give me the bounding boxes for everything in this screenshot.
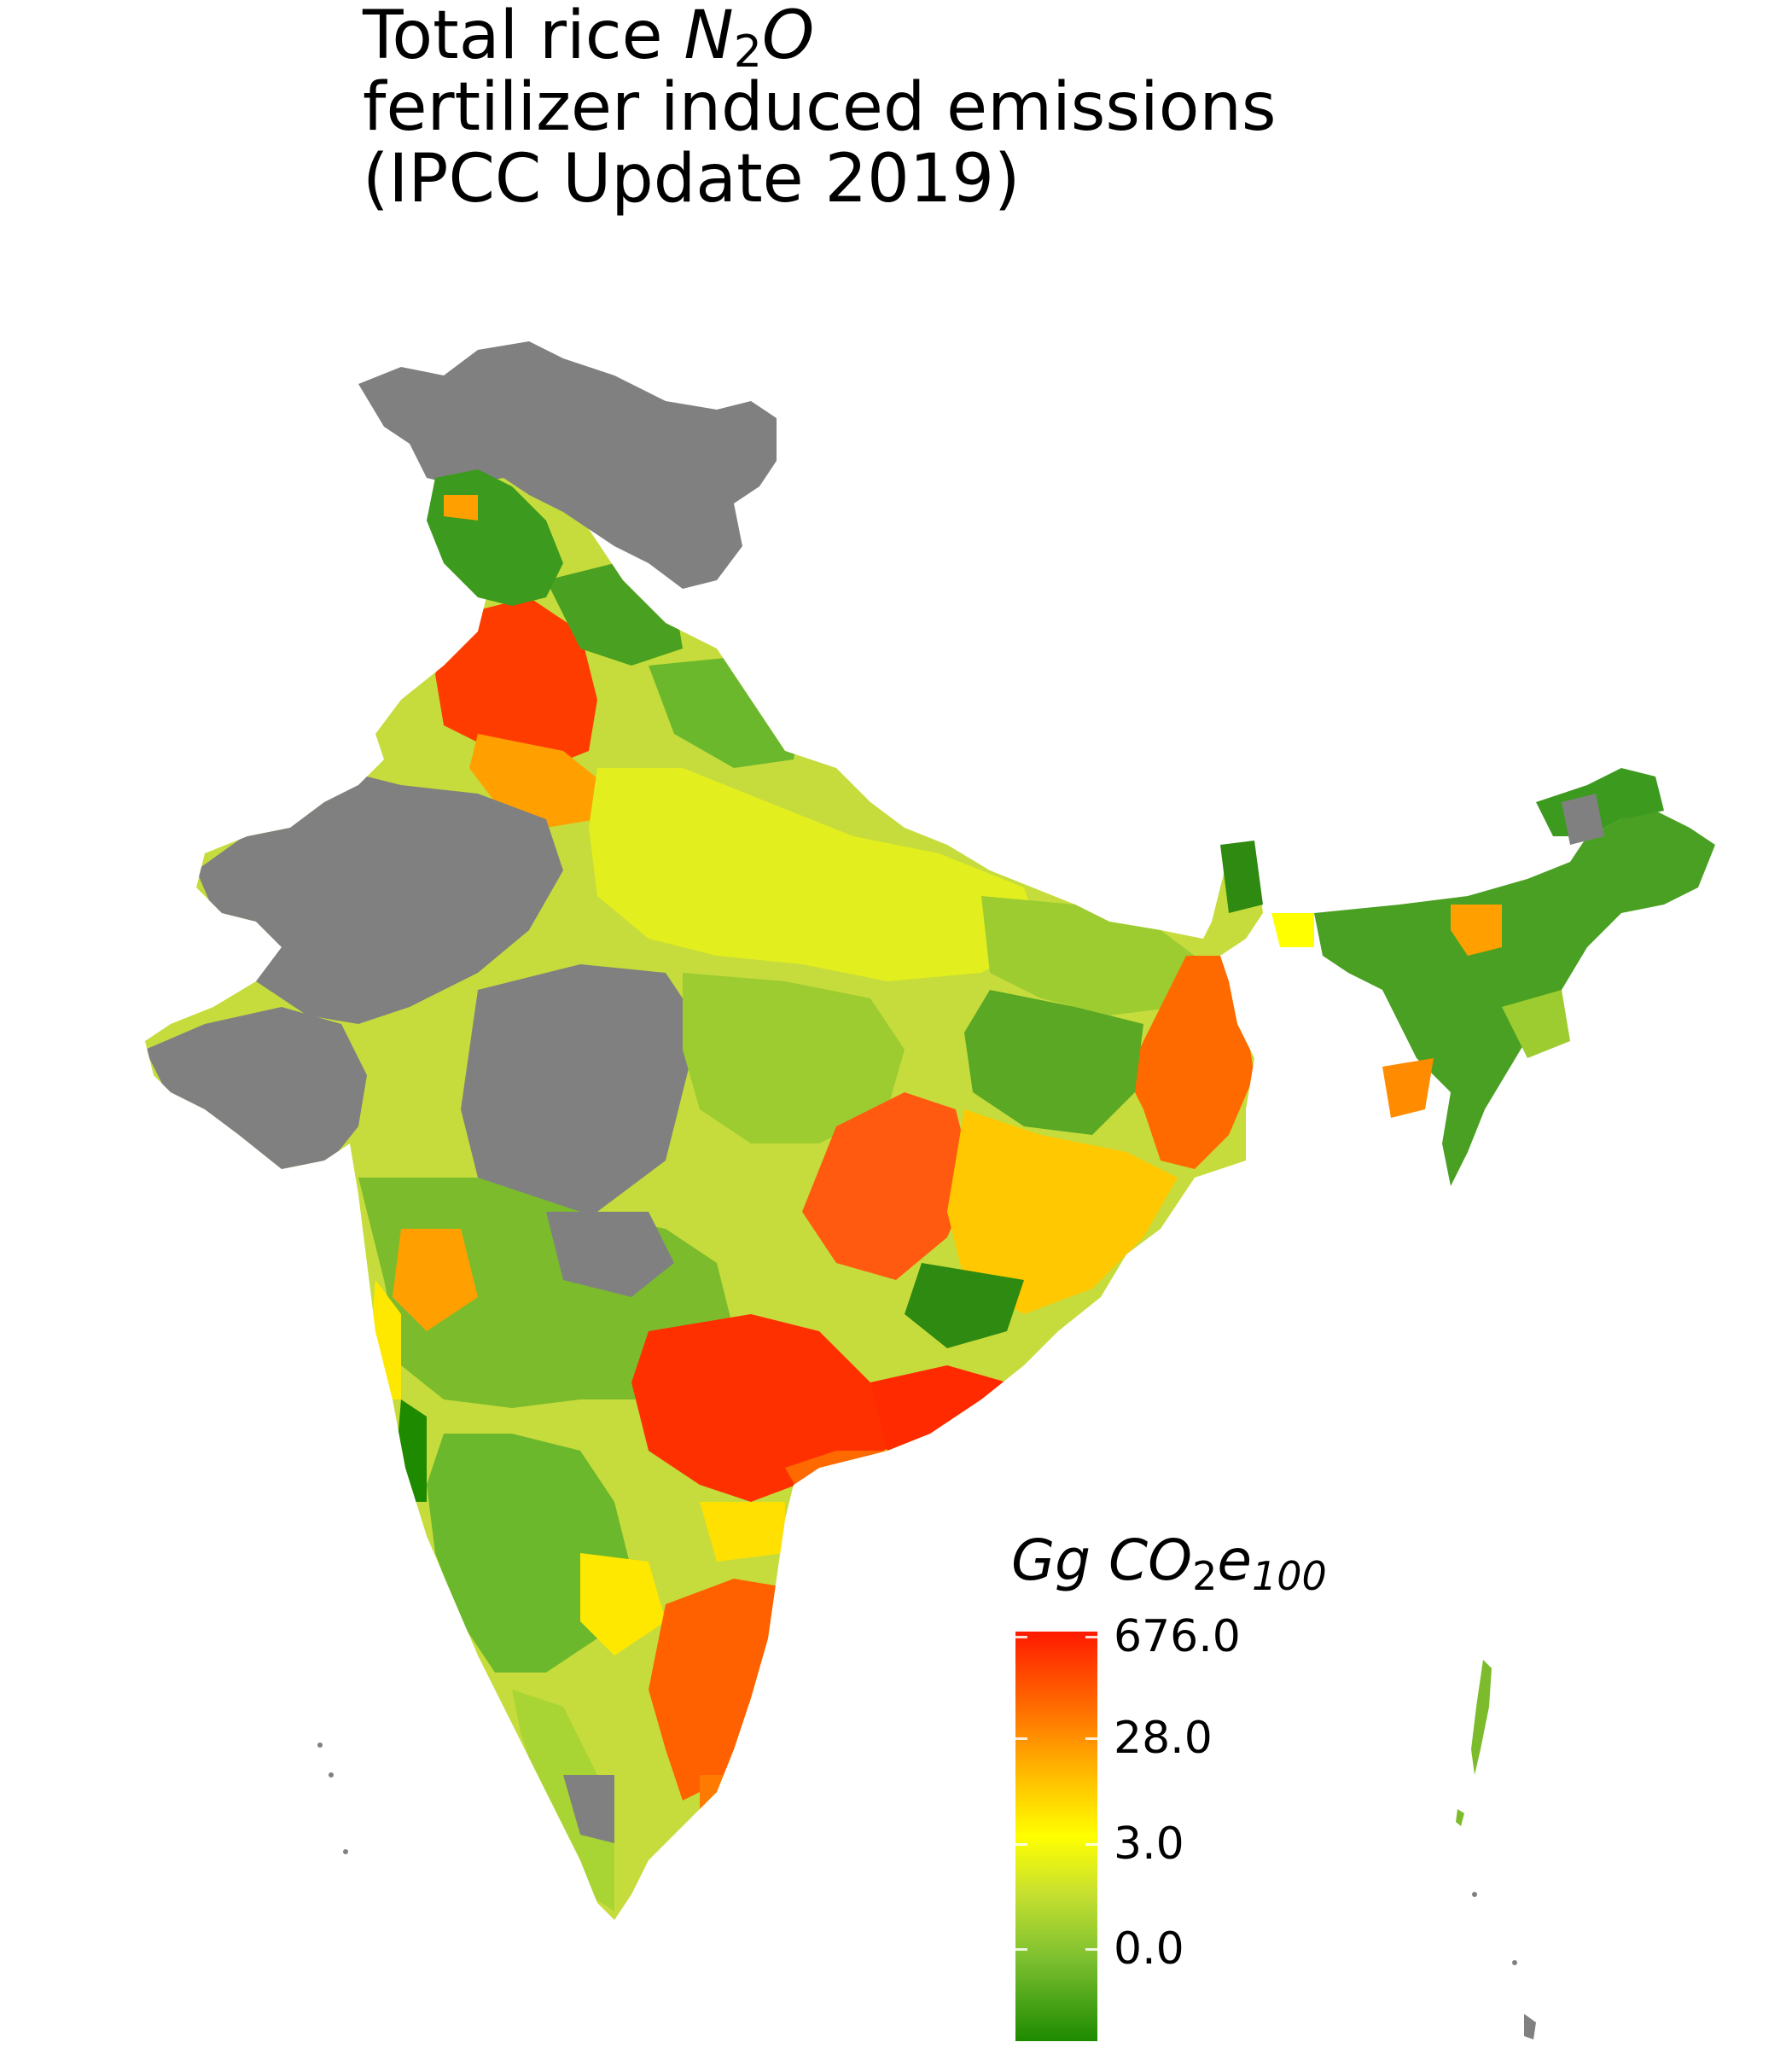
northeast-districts: [1220, 768, 1715, 1186]
title-line-1: Total rice N2O: [363, 0, 815, 78]
colorbar-tick-left-4: [1015, 1948, 1027, 1951]
colorbar-tick-left-2: [1015, 1737, 1027, 1740]
colorbar-tick-right-2: [1085, 1737, 1097, 1740]
legend-title: Gg CO2e100: [1011, 1527, 1327, 1599]
region-north-grey: [358, 341, 777, 589]
colorbar-tick-left-1: [1015, 1636, 1027, 1638]
legend-tick-label: 0.0: [1114, 1923, 1184, 1975]
lakshadweep-islands: [317, 1743, 348, 1854]
map-title: Total rice N2O fertilizer induced emissi…: [363, 0, 1277, 215]
title-line-2: fertilizer induced emissions: [363, 69, 1277, 146]
colorbar-tick-left-3: [1015, 1843, 1027, 1846]
colorbar-tick-right-3: [1085, 1843, 1097, 1846]
legend-tick-label: 3.0: [1114, 1818, 1184, 1870]
legend-tick-label: 676.0: [1114, 1611, 1241, 1662]
legend-tick-label: 28.0: [1114, 1713, 1213, 1764]
andaman-islands: [1456, 1660, 1536, 2039]
colorbar-tick-right-1: [1085, 1636, 1097, 1638]
region-jk-orange: [444, 495, 478, 521]
colorbar-tick-right-4: [1085, 1948, 1097, 1951]
legend-colorbar: [1015, 1632, 1097, 2041]
title-line-3: (IPCC Update 2019): [363, 141, 1021, 218]
